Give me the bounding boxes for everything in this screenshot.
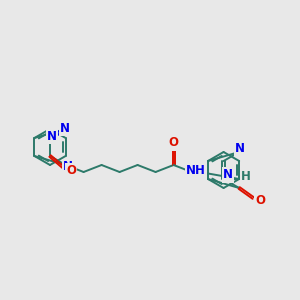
Text: N: N (60, 122, 70, 134)
Text: H: H (241, 170, 250, 184)
Text: NH: NH (186, 164, 206, 178)
Text: O: O (66, 164, 76, 178)
Text: O: O (169, 136, 178, 149)
Text: N: N (63, 160, 73, 173)
Text: N: N (235, 142, 245, 154)
Text: N: N (223, 169, 232, 182)
Text: O: O (255, 194, 265, 208)
Text: N: N (47, 130, 57, 142)
